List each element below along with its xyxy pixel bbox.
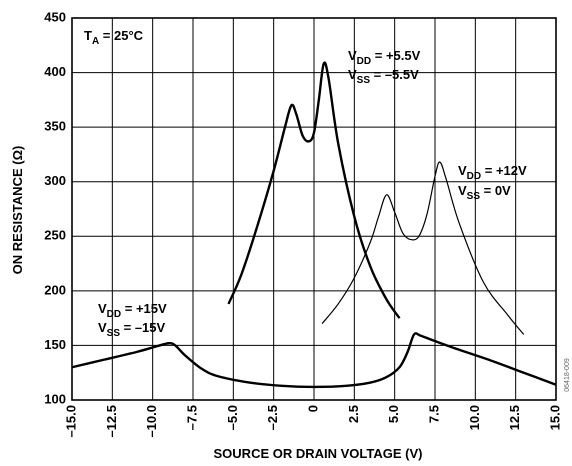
series-line-1 (71, 332, 557, 389)
y-tick-label: 200 (44, 282, 66, 297)
y-tick-label: 300 (44, 173, 66, 188)
annotation-vdd-15: VDD = +15V (98, 301, 167, 320)
annotation-vss-15: VSS = –15V (98, 320, 166, 339)
series-group (71, 61, 557, 389)
annotation-temperature: TA = 25°C (84, 28, 144, 47)
y-tick-label: 250 (44, 228, 66, 243)
x-tick-label: 12.5 (507, 405, 522, 430)
x-axis-title: SOURCE OR DRAIN VOLTAGE (V) (214, 446, 423, 461)
series-line-3 (321, 161, 525, 335)
x-tick-label: –5.0 (225, 405, 240, 430)
grid-lines (72, 18, 556, 400)
x-tick-label: –12.5 (104, 405, 119, 438)
y-tick-label: 100 (44, 391, 66, 406)
y-tick-label: 400 (44, 64, 66, 79)
plot-frame (71, 17, 557, 401)
y-axis-title: ON RESISTANCE (Ω) (10, 146, 25, 275)
x-tick-label: 10.0 (467, 405, 482, 430)
x-tick-label: –2.5 (265, 405, 280, 430)
y-tick-label: 350 (44, 119, 66, 134)
x-tick-label: 2.5 (346, 405, 361, 423)
annotation-vss-5-5: VSS = –5.5V (348, 67, 419, 86)
annotation-vdd-12: VDD = +12V (458, 163, 527, 182)
y-tick-label: 450 (44, 9, 66, 24)
annotation-vdd-5-5: VDD = +5.5V (348, 48, 421, 67)
x-tick-label: 7.5 (426, 405, 441, 423)
x-tick-label: 5.0 (386, 405, 401, 423)
x-tick-label: 0 (305, 405, 320, 412)
x-tick-label: –7.5 (184, 405, 199, 430)
x-tick-label: –10.0 (144, 405, 159, 438)
annotation-vss-0: VSS = 0V (458, 183, 511, 202)
x-tick-label: 15.0 (547, 405, 562, 430)
tick-labels: –15.0 –12.5 –10.0 –7.5 –5.0 –2.5 0 2.5 5.0 7.5 10.… (44, 9, 562, 437)
y-tick-label: 150 (44, 337, 66, 352)
x-tick-label: –15.0 (63, 405, 78, 438)
series-line-2 (227, 61, 401, 319)
figure-code: 06418-009 (564, 358, 571, 392)
